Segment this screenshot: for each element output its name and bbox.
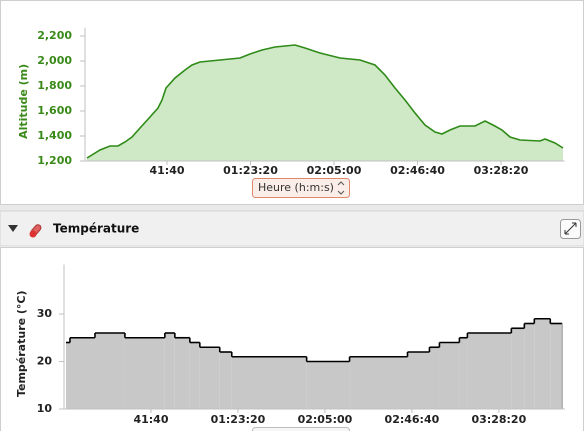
y-tick-label: 2,000	[37, 54, 72, 67]
step-fill	[124, 337, 165, 409]
step-fill	[511, 328, 525, 409]
area-fill	[87, 45, 563, 161]
panel-title: Température	[53, 222, 139, 236]
x-tick-label: 02:46:40	[385, 413, 440, 426]
y-tick-label: 1,400	[37, 129, 72, 142]
step-fill	[174, 337, 190, 409]
step-fill	[164, 333, 175, 409]
x-unit-select-2[interactable]	[252, 427, 350, 435]
x-tick-label: 02:05:00	[307, 164, 362, 177]
step-fill	[349, 356, 408, 409]
y-tick-label: 30	[37, 307, 53, 320]
y-axis-title: Altitude (m)	[17, 64, 30, 139]
expand-icon	[564, 222, 577, 235]
y-tick-label: 1,200	[37, 154, 72, 167]
step-fill	[199, 347, 220, 409]
x-tick-label: 03:28:20	[474, 164, 529, 177]
step-fill	[524, 323, 535, 409]
x-tick-label: 01:23:20	[223, 164, 278, 177]
y-tick-label: 1,800	[37, 79, 72, 92]
x-unit-select-text: Heure (h:m:s)	[258, 181, 334, 194]
step-fill	[189, 342, 200, 409]
step-fill	[231, 356, 307, 409]
step-fill	[306, 361, 350, 409]
y-tick-label: 10	[37, 402, 53, 415]
step-fill	[439, 342, 460, 409]
thermometer-icon	[29, 224, 42, 238]
line	[86, 44, 564, 159]
y-axis-title: Température (°C)	[15, 290, 28, 397]
y-tick-label: 20	[37, 355, 53, 368]
y-tick-label: 1,600	[37, 104, 72, 117]
x-tick-label: 03:28:20	[472, 413, 527, 426]
x-tick-label: 01:23:20	[211, 413, 266, 426]
step-fill	[65, 342, 70, 409]
step-fill	[407, 352, 430, 409]
step-fill	[467, 333, 512, 409]
y-tick-label: 2,200	[37, 29, 72, 42]
x-unit-select[interactable]	[252, 178, 350, 198]
separator	[0, 205, 584, 211]
select-arrows	[337, 181, 345, 195]
collapse-toggle[interactable]	[8, 225, 18, 232]
step-fill	[550, 323, 563, 409]
step-fill	[459, 337, 468, 409]
x-tick-label: 41:40	[133, 413, 168, 426]
step-fill	[534, 318, 551, 409]
step-fill	[94, 333, 125, 409]
x-tick-label: 02:46:40	[390, 164, 445, 177]
panel-header	[0, 210, 584, 247]
step-fill	[69, 337, 95, 409]
x-tick-label: 41:40	[149, 164, 184, 177]
step-fill	[219, 352, 232, 409]
step-fill	[429, 347, 440, 409]
x-tick-label: 02:05:00	[298, 413, 353, 426]
